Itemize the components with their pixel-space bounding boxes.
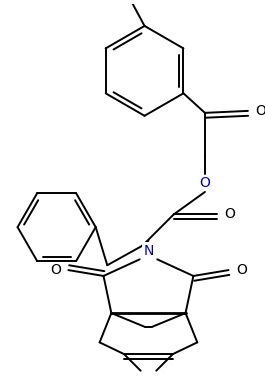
Text: O: O <box>255 104 265 118</box>
Text: O: O <box>236 263 247 277</box>
Text: O: O <box>200 176 210 190</box>
Text: N: N <box>143 243 154 258</box>
Text: O: O <box>224 207 235 221</box>
Text: O: O <box>50 263 61 277</box>
